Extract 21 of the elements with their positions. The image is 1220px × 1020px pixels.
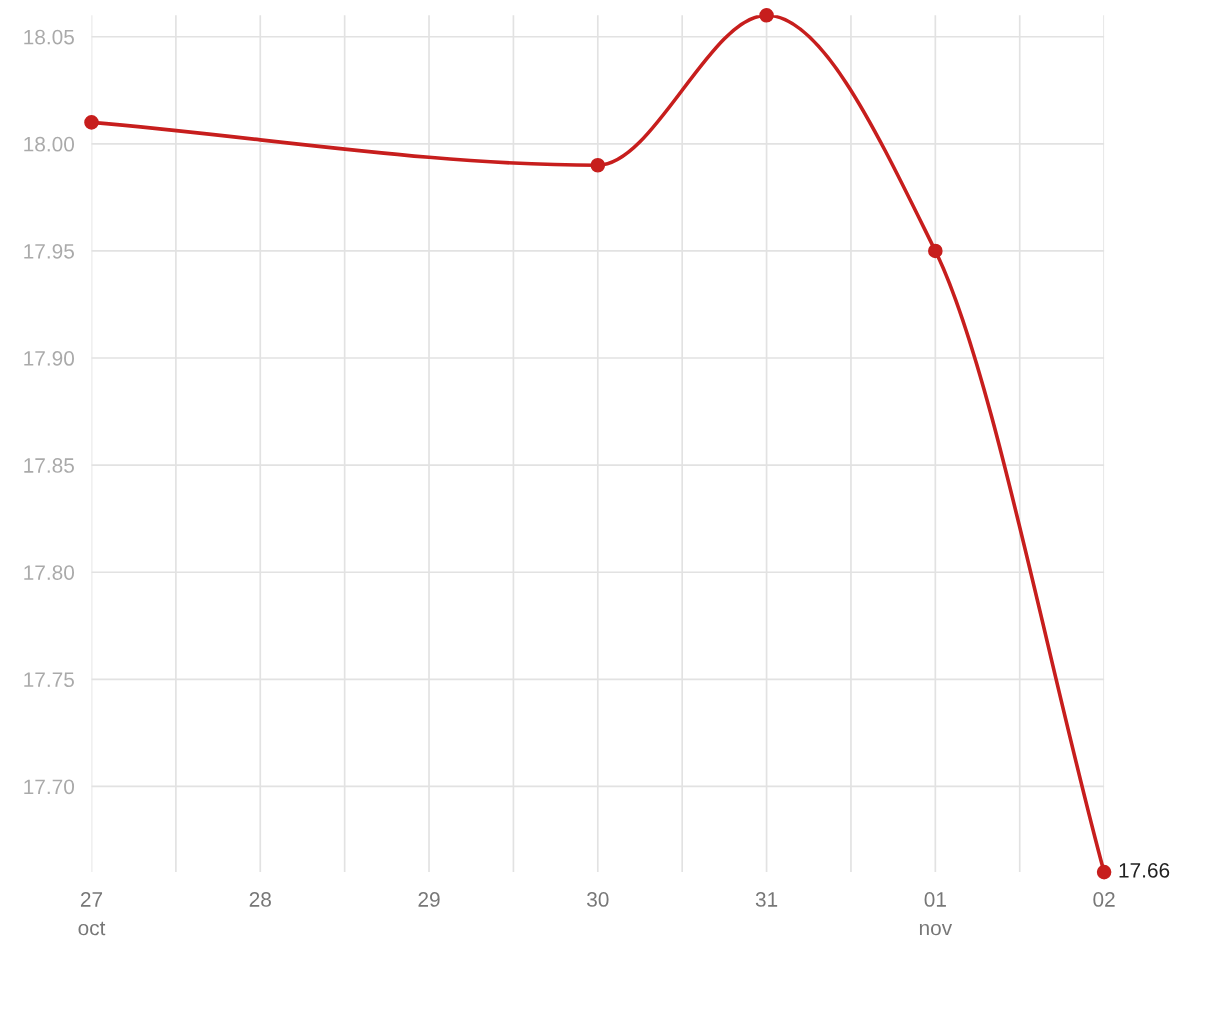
y-tick-label: 18.05 <box>24 29 74 45</box>
y-tick-label: 17.80 <box>24 565 75 580</box>
x-tick-label: 02 <box>1093 892 1115 907</box>
y-tick-label: 18.00 <box>24 136 75 152</box>
y-tick-label: 17.90 <box>24 351 75 366</box>
y-tick-label: 17.70 <box>24 779 75 795</box>
x-tick-label: 28 <box>249 892 271 907</box>
x-tick-label: 27 oct <box>78 892 106 936</box>
x-tick-label: 31 <box>755 892 778 907</box>
data-label: 17.66 <box>1119 862 1170 878</box>
point <box>928 243 943 259</box>
x-tick-label: 30 <box>587 892 609 907</box>
point <box>1096 864 1112 880</box>
point <box>759 8 774 23</box>
point <box>590 157 606 173</box>
y-tick-label: 17.85 <box>24 458 74 473</box>
x-tick-label: 29 <box>418 892 440 907</box>
y-tick-label: 17.75 <box>24 672 74 688</box>
point <box>84 115 99 130</box>
y-tick-label: 17.95 <box>24 243 74 259</box>
x-tick-label: 01 nov <box>919 892 953 936</box>
